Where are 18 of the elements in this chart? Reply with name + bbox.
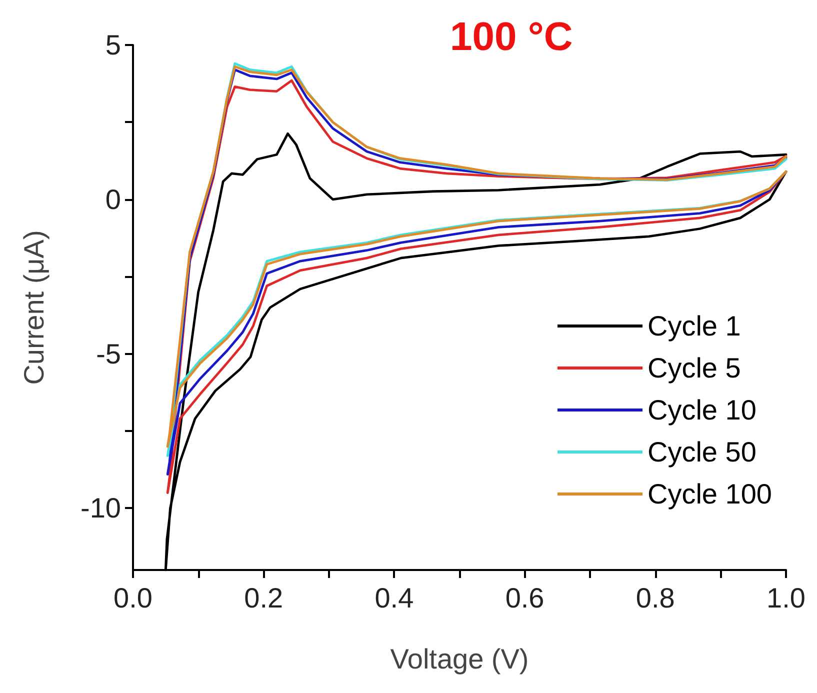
x-tick-label: 0.8	[636, 582, 675, 614]
legend-label: Cycle 1	[647, 310, 741, 342]
y-tick-label: 0	[105, 184, 121, 215]
legend-label: Cycle 100	[647, 478, 772, 510]
y-tick-label: 5	[105, 30, 121, 60]
x-tick-label: 1.0	[766, 582, 806, 614]
legend-label: Cycle 5	[647, 352, 741, 384]
x-axis-title: Voltage (V)	[390, 644, 529, 674]
legend-label: Cycle 10	[647, 394, 756, 426]
y-axis-title: Current (μA)	[18, 230, 50, 385]
y-tick-label: -5	[96, 338, 121, 370]
x-tick-label: 0.0	[114, 582, 152, 614]
x-tick-label: 0.6	[505, 582, 544, 614]
y-tick-label: -10	[80, 492, 121, 524]
legend-label: Cycle 50	[647, 436, 756, 468]
x-tick-label: 0.2	[244, 582, 284, 614]
x-tick-label: 0.4	[374, 582, 414, 614]
chart-title: 100 °C	[450, 15, 573, 59]
